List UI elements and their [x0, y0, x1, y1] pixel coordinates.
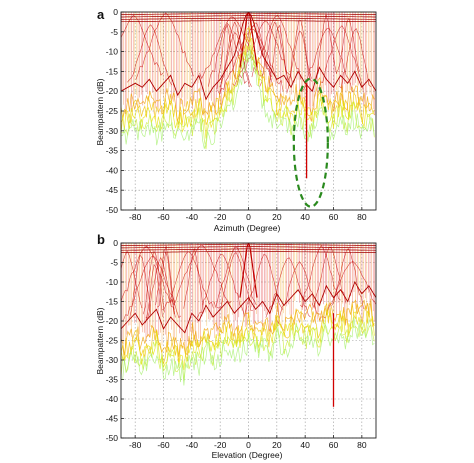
- highlight-ellipse: [292, 77, 329, 208]
- x-tick-label: -40: [186, 440, 199, 450]
- x-tick-label: 80: [357, 440, 367, 450]
- y-tick-label: -20: [106, 316, 119, 326]
- main-lobe: [239, 12, 258, 68]
- panel-b: b Beampattern (dB) Elevation (Degree) -8…: [95, 232, 377, 460]
- x-axis-label: Elevation (Degree): [212, 450, 283, 460]
- y-tick-label: -10: [106, 277, 119, 287]
- x-tick-label: -20: [214, 440, 227, 450]
- y-tick-label: -20: [106, 86, 119, 96]
- x-tick-label: 60: [329, 440, 339, 450]
- x-tick-label: -20: [214, 212, 227, 222]
- y-tick-label: 0: [113, 7, 118, 17]
- y-tick-label: -30: [106, 126, 119, 136]
- x-tick-label: 0: [246, 440, 251, 450]
- x-tick-label: 60: [329, 212, 339, 222]
- x-tick-label: -60: [157, 440, 170, 450]
- y-tick-label: -50: [106, 205, 119, 215]
- x-tick-label: -40: [186, 212, 199, 222]
- y-tick-label: -40: [106, 394, 119, 404]
- y-tick-label: -15: [106, 66, 119, 76]
- panel-label: b: [97, 232, 105, 247]
- beampattern-surface: [121, 12, 376, 179]
- x-tick-label: 20: [272, 440, 282, 450]
- x-tick-label: -80: [129, 212, 142, 222]
- x-tick-label: -60: [157, 212, 170, 222]
- y-tick-label: -30: [106, 355, 119, 365]
- y-tick-label: -35: [106, 146, 119, 156]
- x-tick-label: -80: [129, 440, 142, 450]
- panel-label: a: [97, 7, 105, 22]
- y-tick-label: -10: [106, 47, 119, 57]
- y-tick-label: -25: [106, 106, 119, 116]
- y-axis-label: Beampattern (dB): [95, 307, 105, 374]
- series-envelope: [121, 12, 376, 101]
- panel-a: a Beampattern (dB) Azimuth (Degree) -80-…: [95, 7, 377, 233]
- beampattern-surface: [121, 243, 376, 407]
- y-tick-label: 0: [113, 238, 118, 248]
- main-lobe: [239, 243, 258, 298]
- x-tick-label: 80: [357, 212, 367, 222]
- y-tick-label: -50: [106, 433, 119, 443]
- y-tick-label: -15: [106, 297, 119, 307]
- y-tick-label: -40: [106, 165, 119, 175]
- x-tick-label: 0: [246, 212, 251, 222]
- x-tick-label: 40: [300, 212, 310, 222]
- y-tick-label: -25: [106, 336, 119, 346]
- y-axis-label: Beampattern (dB): [95, 78, 105, 145]
- series-envelope: [121, 280, 376, 334]
- y-tick-label: -45: [106, 185, 119, 195]
- x-tick-label: 40: [300, 440, 310, 450]
- y-tick-label: -5: [110, 27, 118, 37]
- y-tick-label: -45: [106, 414, 119, 424]
- y-tick-label: -35: [106, 375, 119, 385]
- x-axis-label: Azimuth (Degree): [214, 223, 281, 233]
- y-tick-label: -5: [110, 258, 118, 268]
- x-tick-label: 20: [272, 212, 282, 222]
